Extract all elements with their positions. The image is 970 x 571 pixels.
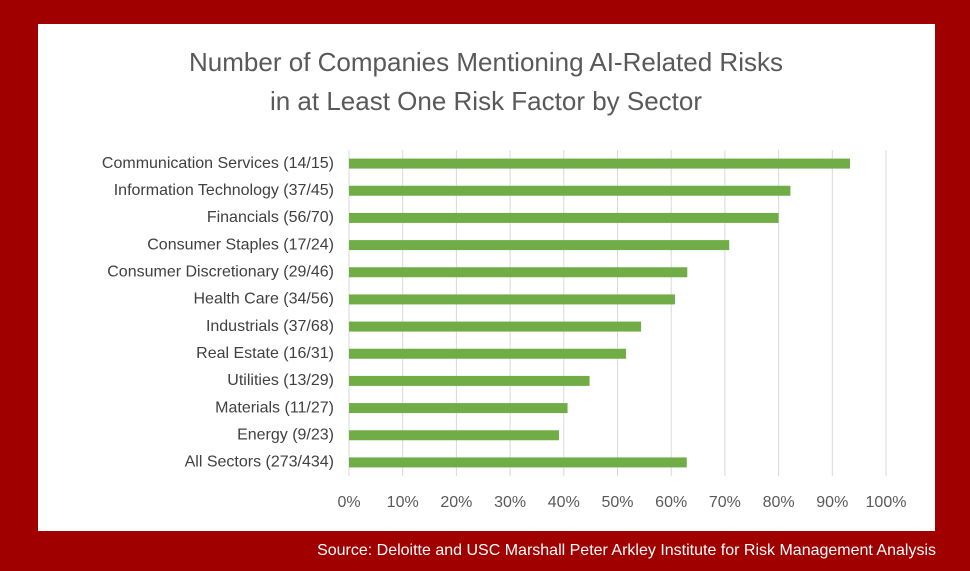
y-tick-label: Energy (9/23)	[237, 426, 334, 443]
x-tick-label: 80%	[763, 494, 795, 511]
x-tick-label: 10%	[387, 494, 419, 511]
bar	[349, 375, 590, 386]
bar	[349, 457, 687, 468]
y-tick-label: Utilities (13/29)	[227, 372, 334, 389]
chart-title: Number of Companies Mentioning AI-Relate…	[189, 47, 783, 77]
bar	[349, 158, 851, 169]
y-tick-label: Materials (11/27)	[215, 399, 334, 416]
x-tick-label: 0%	[337, 494, 360, 511]
x-tick-label: 30%	[494, 494, 526, 511]
x-tick-label: 50%	[601, 494, 633, 511]
y-tick-label: Information Technology (37/45)	[114, 182, 334, 199]
x-tick-label: 100%	[866, 494, 907, 511]
bar	[349, 212, 779, 223]
y-tick-label: All Sectors (273/434)	[185, 454, 334, 471]
chart-title: in at Least One Risk Factor by Sector	[270, 86, 702, 116]
chart-panel	[38, 24, 935, 531]
bar	[349, 185, 791, 196]
x-tick-label: 70%	[709, 494, 741, 511]
bar	[349, 294, 675, 305]
bar	[349, 267, 688, 278]
y-tick-label: Health Care (34/56)	[193, 291, 334, 308]
x-tick-label: 90%	[816, 494, 848, 511]
bar	[349, 240, 730, 251]
bar	[349, 348, 627, 359]
x-tick-label: 40%	[548, 494, 580, 511]
y-tick-label: Consumer Discretionary (29/46)	[107, 263, 334, 280]
bar	[349, 321, 642, 332]
y-tick-label: Industrials (37/68)	[206, 318, 334, 335]
x-tick-label: 60%	[655, 494, 687, 511]
y-tick-label: Real Estate (16/31)	[196, 345, 334, 362]
x-tick-label: 20%	[440, 494, 472, 511]
bar	[349, 430, 559, 441]
y-tick-label: Communication Services (14/15)	[102, 155, 334, 172]
y-tick-label: Financials (56/70)	[207, 209, 334, 226]
bar	[349, 403, 568, 414]
y-tick-label: Consumer Staples (17/24)	[147, 236, 334, 253]
source-note: Source: Deloitte and USC Marshall Peter …	[317, 542, 936, 559]
